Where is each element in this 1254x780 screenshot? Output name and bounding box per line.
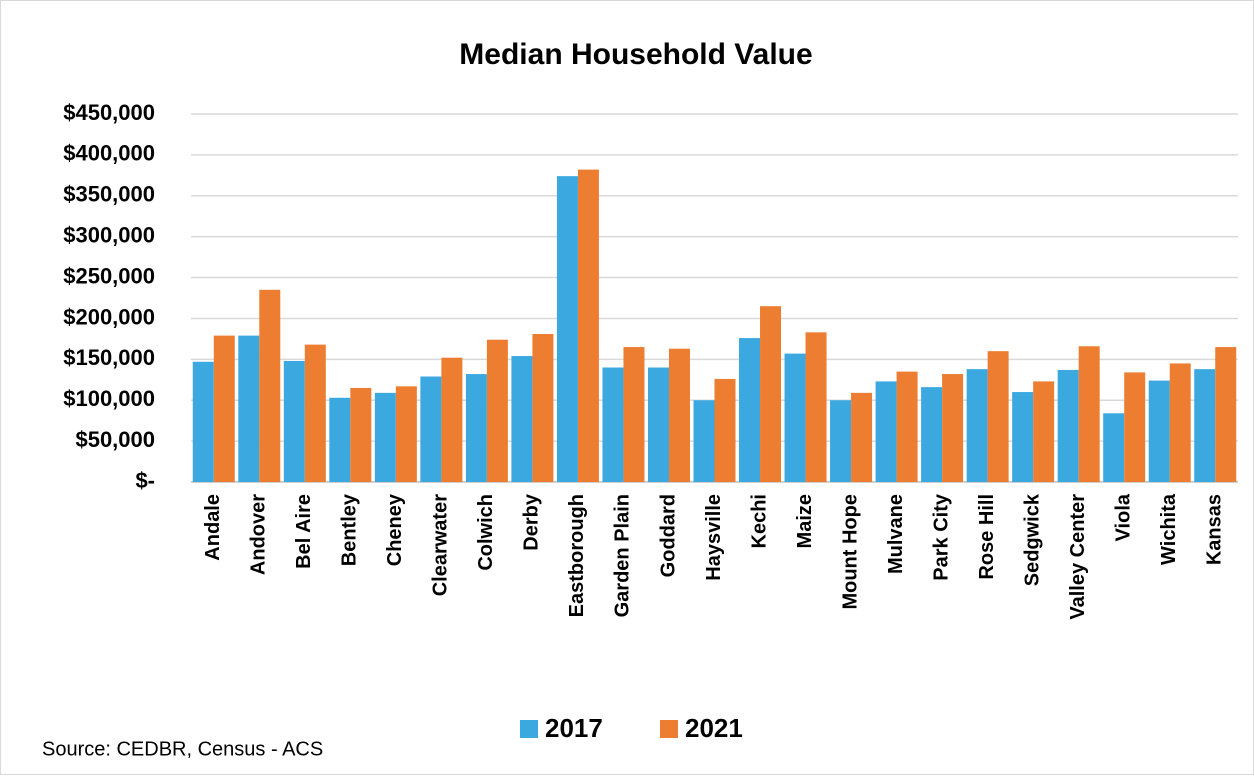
y-tick-label: $200,000 xyxy=(63,304,155,329)
bar xyxy=(486,339,508,482)
bar xyxy=(784,353,806,482)
bar xyxy=(966,369,988,482)
x-tick-label: Mulvane xyxy=(885,494,907,574)
y-tick-label: $50,000 xyxy=(75,427,155,452)
bar xyxy=(693,400,715,482)
bar xyxy=(395,386,417,482)
x-tick-label: Derby xyxy=(521,493,543,551)
chart-title: Median Household Value xyxy=(459,38,812,71)
bar xyxy=(760,306,782,482)
bar xyxy=(1169,363,1191,482)
bar xyxy=(739,338,761,482)
bar xyxy=(283,360,305,482)
legend-swatch xyxy=(660,720,678,738)
legend-swatch xyxy=(520,720,538,738)
bar xyxy=(647,367,669,482)
bar xyxy=(830,400,852,482)
y-tick-label: $400,000 xyxy=(63,141,155,166)
bar xyxy=(1057,369,1079,482)
y-tick-label: $450,000 xyxy=(63,100,155,125)
bar xyxy=(259,289,281,482)
y-tick-label: $150,000 xyxy=(63,345,155,370)
x-tick-label: Bel Aire xyxy=(293,494,315,569)
y-tick-label: $- xyxy=(135,468,155,493)
bar xyxy=(374,392,396,482)
x-tick-label: Colwich xyxy=(475,494,497,571)
bar xyxy=(465,374,487,482)
bar xyxy=(805,332,827,482)
x-tick-label: Kansas xyxy=(1204,494,1226,565)
source-note: Source: CEDBR, Census - ACS xyxy=(42,738,323,760)
bar xyxy=(577,169,599,482)
bar xyxy=(875,381,897,482)
y-tick-label: $300,000 xyxy=(63,222,155,247)
x-tick-label: Bentley xyxy=(339,493,361,566)
x-tick-label: Kechi xyxy=(748,494,770,548)
x-tick-label: Sedgwick xyxy=(1021,493,1043,586)
bar xyxy=(1215,347,1237,482)
y-tick-label: $350,000 xyxy=(63,182,155,207)
x-tick-label: Cheney xyxy=(384,493,406,566)
bar xyxy=(668,348,690,482)
x-tick-label: Goddard xyxy=(657,494,679,577)
bar xyxy=(602,367,624,482)
bar xyxy=(556,176,578,482)
x-tick-label: Haysville xyxy=(703,494,725,581)
bar xyxy=(511,356,533,482)
x-tick-label: Viola xyxy=(1112,493,1134,541)
bar xyxy=(420,376,442,482)
x-tick-label: Mount Hope xyxy=(839,494,861,610)
bar xyxy=(1148,380,1170,482)
bar xyxy=(441,357,463,482)
x-tick-label: Clearwater xyxy=(430,494,452,596)
bar xyxy=(1194,369,1216,482)
bar xyxy=(350,387,372,482)
x-tick-label: Garden Plain xyxy=(612,494,634,617)
bar xyxy=(921,387,943,482)
x-tick-label: Maize xyxy=(794,494,816,548)
bar xyxy=(1103,413,1125,482)
bar xyxy=(304,344,326,482)
x-tick-label: Andale xyxy=(202,494,224,561)
bar xyxy=(532,333,554,482)
bar xyxy=(1124,372,1146,482)
bar xyxy=(851,392,873,482)
bar xyxy=(987,351,1009,482)
bar xyxy=(192,361,214,482)
bar xyxy=(623,347,645,482)
bar xyxy=(942,374,964,482)
bar xyxy=(896,371,918,482)
bar xyxy=(1012,392,1034,482)
legend-label: 2021 xyxy=(685,713,743,743)
legend-label: 2017 xyxy=(545,713,603,743)
bar xyxy=(238,335,260,482)
bar xyxy=(1033,381,1055,482)
y-tick-label: $250,000 xyxy=(63,263,155,288)
x-tick-label: Andover xyxy=(248,494,270,575)
y-tick-label: $100,000 xyxy=(63,386,155,411)
bar xyxy=(1078,346,1100,482)
x-tick-label: Eastborough xyxy=(566,494,588,617)
x-tick-label: Valley Center xyxy=(1067,494,1089,620)
bar xyxy=(329,397,351,482)
x-tick-label: Rose Hill xyxy=(976,494,998,580)
bar xyxy=(213,335,235,482)
x-tick-label: Park City xyxy=(930,493,952,581)
x-tick-label: Wichita xyxy=(1158,493,1180,565)
bar xyxy=(714,378,736,482)
